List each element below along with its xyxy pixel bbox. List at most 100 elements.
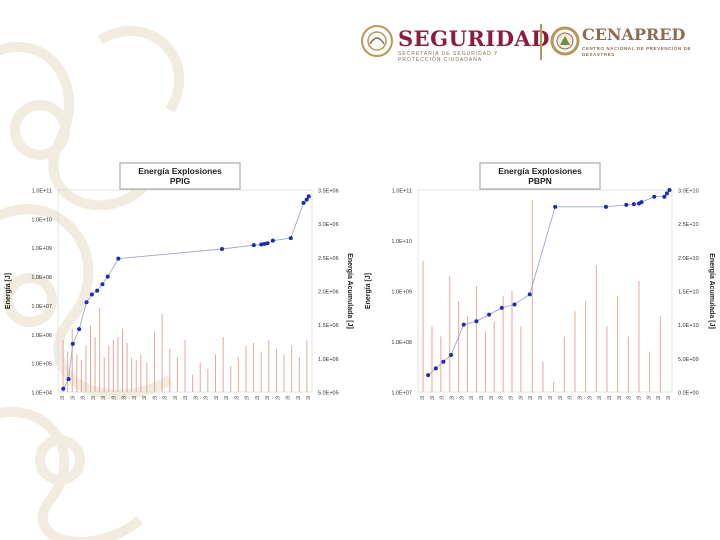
x-tick-label: 07/05/19 bbox=[255, 396, 261, 400]
right-tick-label: 1.5E+10 bbox=[678, 290, 699, 296]
cumulative-point bbox=[106, 275, 110, 279]
cumulative-point bbox=[77, 327, 81, 331]
x-tick-label: 16/02/19 bbox=[420, 396, 426, 400]
x-tick-label: 06/04/19 bbox=[163, 396, 169, 400]
x-tick-label: 09/03/19 bbox=[459, 396, 465, 400]
left-tick-label: 1.0E+09 bbox=[391, 290, 412, 296]
x-tick-label: 25/03/19 bbox=[509, 396, 515, 400]
x-tick-label: 01/03/19 bbox=[440, 396, 446, 400]
cumulative-point bbox=[100, 282, 104, 286]
cumulative-point bbox=[307, 194, 311, 198]
left-tick-label: 1.0E+04 bbox=[31, 391, 52, 397]
right-tick-label: 1.0E+06 bbox=[318, 357, 339, 363]
cumulative-point bbox=[449, 353, 453, 357]
x-tick-label: 01/03/19 bbox=[81, 396, 87, 400]
x-tick-label: 28/04/19 bbox=[587, 396, 593, 400]
left-tick-label: 1.0E+07 bbox=[391, 391, 412, 397]
left-tick-label: 1.0E+08 bbox=[391, 340, 412, 346]
x-tick-label: 06/06/19 bbox=[636, 396, 642, 400]
x-tick-label: 14/06/19 bbox=[286, 396, 292, 400]
x-tick-label: 21/03/19 bbox=[499, 396, 505, 400]
chart-title-line2: PPIG bbox=[170, 176, 191, 186]
x-tick-label: 06/06/19 bbox=[275, 396, 281, 400]
right-tick-label: 2.5E+10 bbox=[678, 222, 699, 228]
chart-ppig: Energía Explosiones PPIG 1.0E+04 1.0E+05 1.0… bbox=[0, 160, 360, 400]
page-header: SEGURIDAD SECRETARÍA DE SEGURIDAD Y PROT… bbox=[356, 20, 696, 64]
cumulative-point bbox=[271, 239, 275, 243]
chart-title-line2: PBPN bbox=[528, 176, 552, 186]
cenapred-logo-icon bbox=[550, 26, 580, 56]
cumulative-point bbox=[61, 387, 65, 391]
brand-cenapred: CENAPRED bbox=[582, 25, 685, 44]
cumulative-line bbox=[428, 190, 669, 375]
x-tick-label: 07/05/19 bbox=[617, 396, 623, 400]
x-tick-label: 23/04/19 bbox=[568, 396, 574, 400]
x-tick-label: 02/05/19 bbox=[607, 396, 613, 400]
x-tick-label: 02/05/19 bbox=[245, 396, 251, 400]
chart-title-line1: Energía Explosiones bbox=[498, 166, 582, 176]
left-tick-label: 1.0E+11 bbox=[392, 189, 412, 195]
right-tick-label: 0.0E+00 bbox=[678, 391, 699, 397]
cumulative-point bbox=[289, 236, 293, 240]
x-tick-label: 12/04/19 bbox=[173, 396, 179, 400]
x-tick-label: 20/04/19 bbox=[558, 396, 564, 400]
cumulative-point bbox=[95, 289, 99, 293]
cumulative-point bbox=[553, 205, 557, 209]
cumulative-point bbox=[67, 377, 71, 381]
cumulative-point bbox=[474, 319, 478, 323]
cumulative-point bbox=[662, 195, 666, 199]
cumulative-point bbox=[85, 300, 89, 304]
cumulative-point bbox=[252, 243, 256, 247]
x-tick-label: 16/02/19 bbox=[60, 396, 66, 400]
cumulative-point bbox=[652, 195, 656, 199]
x-tick-label: 14/03/19 bbox=[479, 396, 485, 400]
y2-axis-label: Energía Acumulada [J] bbox=[346, 253, 353, 329]
cumulative-point bbox=[624, 203, 628, 207]
y-axis-label: Energía [J] bbox=[5, 273, 12, 309]
cumulative-point bbox=[632, 202, 636, 206]
x-tick-label: 04/06/19 bbox=[627, 396, 633, 400]
left-tick-label: 1.0E+10 bbox=[31, 217, 52, 223]
cumulative-point bbox=[640, 200, 644, 204]
left-tick-label: 1.0E+10 bbox=[391, 239, 412, 245]
x-tick-label: 18/06/19 bbox=[656, 396, 662, 400]
right-tick-label: 2.5E+06 bbox=[318, 256, 339, 262]
x-tick-label: 30/04/19 bbox=[234, 396, 240, 400]
cumulative-point bbox=[266, 241, 270, 245]
x-tick-label: 30/03/19 bbox=[152, 396, 158, 400]
x-tick-label: 06/04/19 bbox=[528, 396, 534, 400]
right-tick-label: 5.0E+05 bbox=[318, 391, 339, 397]
x-tick-label: 21/03/19 bbox=[132, 396, 138, 400]
left-tick-label: 1.0E+08 bbox=[31, 275, 52, 281]
x-tick-label: 25/04/19 bbox=[577, 396, 583, 400]
cumulative-point bbox=[665, 191, 669, 195]
x-tick-label: 11/03/19 bbox=[469, 396, 475, 400]
x-tick-label: 17/04/19 bbox=[548, 396, 554, 400]
brand-seguridad-sub: SECRETARÍA DE SEGURIDAD Y PROTECCIÓN CIU… bbox=[398, 51, 528, 63]
right-tick-label: 3.0E+06 bbox=[318, 222, 339, 228]
x-tick-label: 28/04/19 bbox=[224, 396, 230, 400]
x-tick-label: 24/02/19 bbox=[430, 396, 436, 400]
y-axis-label: Energía [J] bbox=[365, 273, 372, 309]
left-tick-label: 1.0E+06 bbox=[31, 333, 52, 339]
x-tick-label: 04/06/19 bbox=[265, 396, 271, 400]
x-tick-label: 22/06/19 bbox=[666, 396, 672, 400]
right-tick-label: 5.0E+09 bbox=[678, 357, 699, 363]
cumulative-point bbox=[667, 188, 671, 192]
cumulative-point bbox=[513, 302, 517, 306]
y2-axis-label: Energía Acumulada [J] bbox=[708, 253, 715, 329]
brand-seguridad: SEGURIDAD bbox=[398, 26, 550, 51]
left-tick-label: 1.0E+09 bbox=[31, 246, 52, 252]
x-tick-label: 12/04/19 bbox=[538, 396, 544, 400]
right-tick-label: 3.5E+06 bbox=[318, 189, 339, 195]
x-tick-label: 18/03/19 bbox=[489, 396, 495, 400]
x-tick-label: 09/03/19 bbox=[91, 396, 97, 400]
x-tick-label: 14/06/19 bbox=[646, 396, 652, 400]
left-tick-label: 1.0E+07 bbox=[31, 304, 52, 310]
x-tick-label: 11/03/19 bbox=[101, 396, 107, 400]
x-tick-label: 30/03/19 bbox=[518, 396, 524, 400]
x-tick-label: 18/06/19 bbox=[296, 396, 302, 400]
x-tick-label: 20/04/19 bbox=[193, 396, 199, 400]
right-tick-label: 2.0E+06 bbox=[318, 290, 339, 296]
cumulative-point bbox=[604, 205, 608, 209]
